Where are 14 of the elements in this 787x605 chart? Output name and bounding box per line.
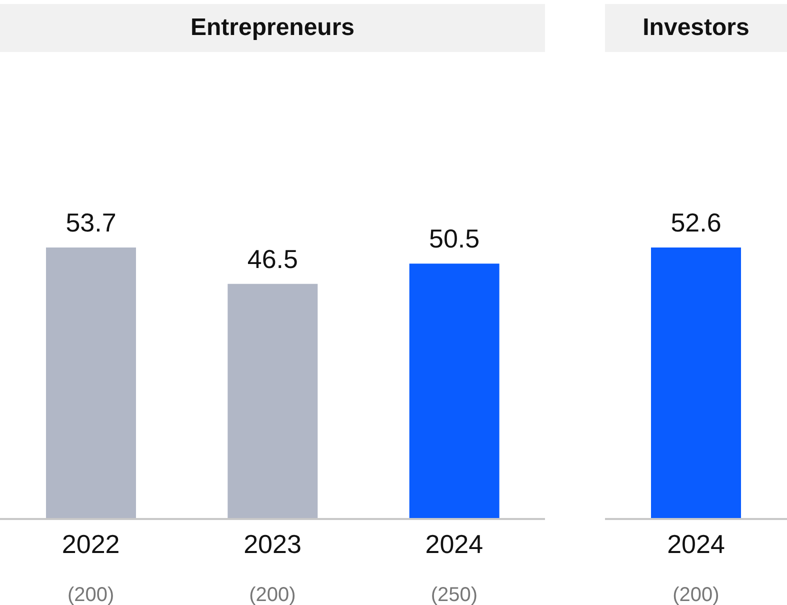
data-label: 46.5 <box>247 244 298 274</box>
x-tick-label: 2022 <box>62 529 120 559</box>
data-label: 52.6 <box>670 207 722 238</box>
x-tick-label: 2023 <box>244 529 302 559</box>
x-tick-label: 2024 <box>667 529 725 559</box>
chart-title: Entrepreneurs <box>0 4 545 52</box>
text: (200) <box>249 584 296 605</box>
chart-title: Investors <box>605 4 787 52</box>
x-tick-label: 2024 <box>425 529 484 559</box>
text: (200) <box>672 584 720 605</box>
data-label: 50.5 <box>429 224 480 254</box>
data-label: 53.7 <box>66 207 116 238</box>
text: (250) <box>430 584 478 605</box>
text: (200) <box>67 584 114 605</box>
